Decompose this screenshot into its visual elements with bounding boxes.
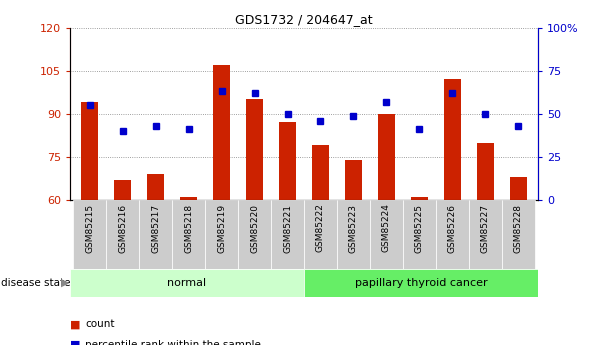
- Bar: [246, 99, 263, 200]
- Bar: [444, 79, 461, 200]
- Text: papillary thyroid cancer: papillary thyroid cancer: [354, 278, 488, 288]
- Bar: [73, 200, 106, 269]
- Bar: [81, 102, 98, 200]
- Bar: [510, 177, 527, 200]
- Text: GSM85216: GSM85216: [118, 204, 127, 253]
- Text: ■: ■: [70, 340, 80, 345]
- Bar: [147, 174, 164, 200]
- Text: GSM85217: GSM85217: [151, 204, 160, 253]
- Text: GSM85215: GSM85215: [85, 204, 94, 253]
- Bar: [205, 200, 238, 269]
- Text: GSM85225: GSM85225: [415, 204, 424, 253]
- Text: percentile rank within the sample: percentile rank within the sample: [85, 340, 261, 345]
- Title: GDS1732 / 204647_at: GDS1732 / 204647_at: [235, 13, 373, 27]
- Bar: [139, 200, 172, 269]
- Text: disease state: disease state: [1, 278, 71, 288]
- Bar: [213, 65, 230, 200]
- Bar: [114, 180, 131, 200]
- Bar: [238, 200, 271, 269]
- Bar: [345, 160, 362, 200]
- Text: ■: ■: [70, 319, 80, 329]
- Text: count: count: [85, 319, 115, 329]
- Bar: [411, 197, 427, 200]
- Text: GSM85219: GSM85219: [217, 204, 226, 253]
- Bar: [477, 142, 494, 200]
- Text: normal: normal: [167, 278, 207, 288]
- Bar: [370, 200, 403, 269]
- Bar: [304, 200, 337, 269]
- Bar: [403, 200, 436, 269]
- Text: GSM85222: GSM85222: [316, 204, 325, 253]
- Bar: [304, 269, 538, 297]
- Text: GSM85226: GSM85226: [448, 204, 457, 253]
- Bar: [271, 200, 304, 269]
- Bar: [181, 197, 197, 200]
- Bar: [106, 200, 139, 269]
- Bar: [337, 200, 370, 269]
- Text: GSM85227: GSM85227: [481, 204, 490, 253]
- Bar: [469, 200, 502, 269]
- Text: GSM85220: GSM85220: [250, 204, 259, 253]
- Text: GSM85228: GSM85228: [514, 204, 523, 253]
- Bar: [436, 200, 469, 269]
- Bar: [502, 200, 535, 269]
- Bar: [172, 200, 205, 269]
- Bar: [378, 114, 395, 200]
- Bar: [313, 146, 329, 200]
- Text: GSM85223: GSM85223: [349, 204, 358, 253]
- Text: GSM85221: GSM85221: [283, 204, 292, 253]
- Text: ▶: ▶: [61, 278, 69, 288]
- Bar: [279, 122, 295, 200]
- Bar: [70, 269, 304, 297]
- Text: GSM85224: GSM85224: [382, 204, 391, 253]
- Text: GSM85218: GSM85218: [184, 204, 193, 253]
